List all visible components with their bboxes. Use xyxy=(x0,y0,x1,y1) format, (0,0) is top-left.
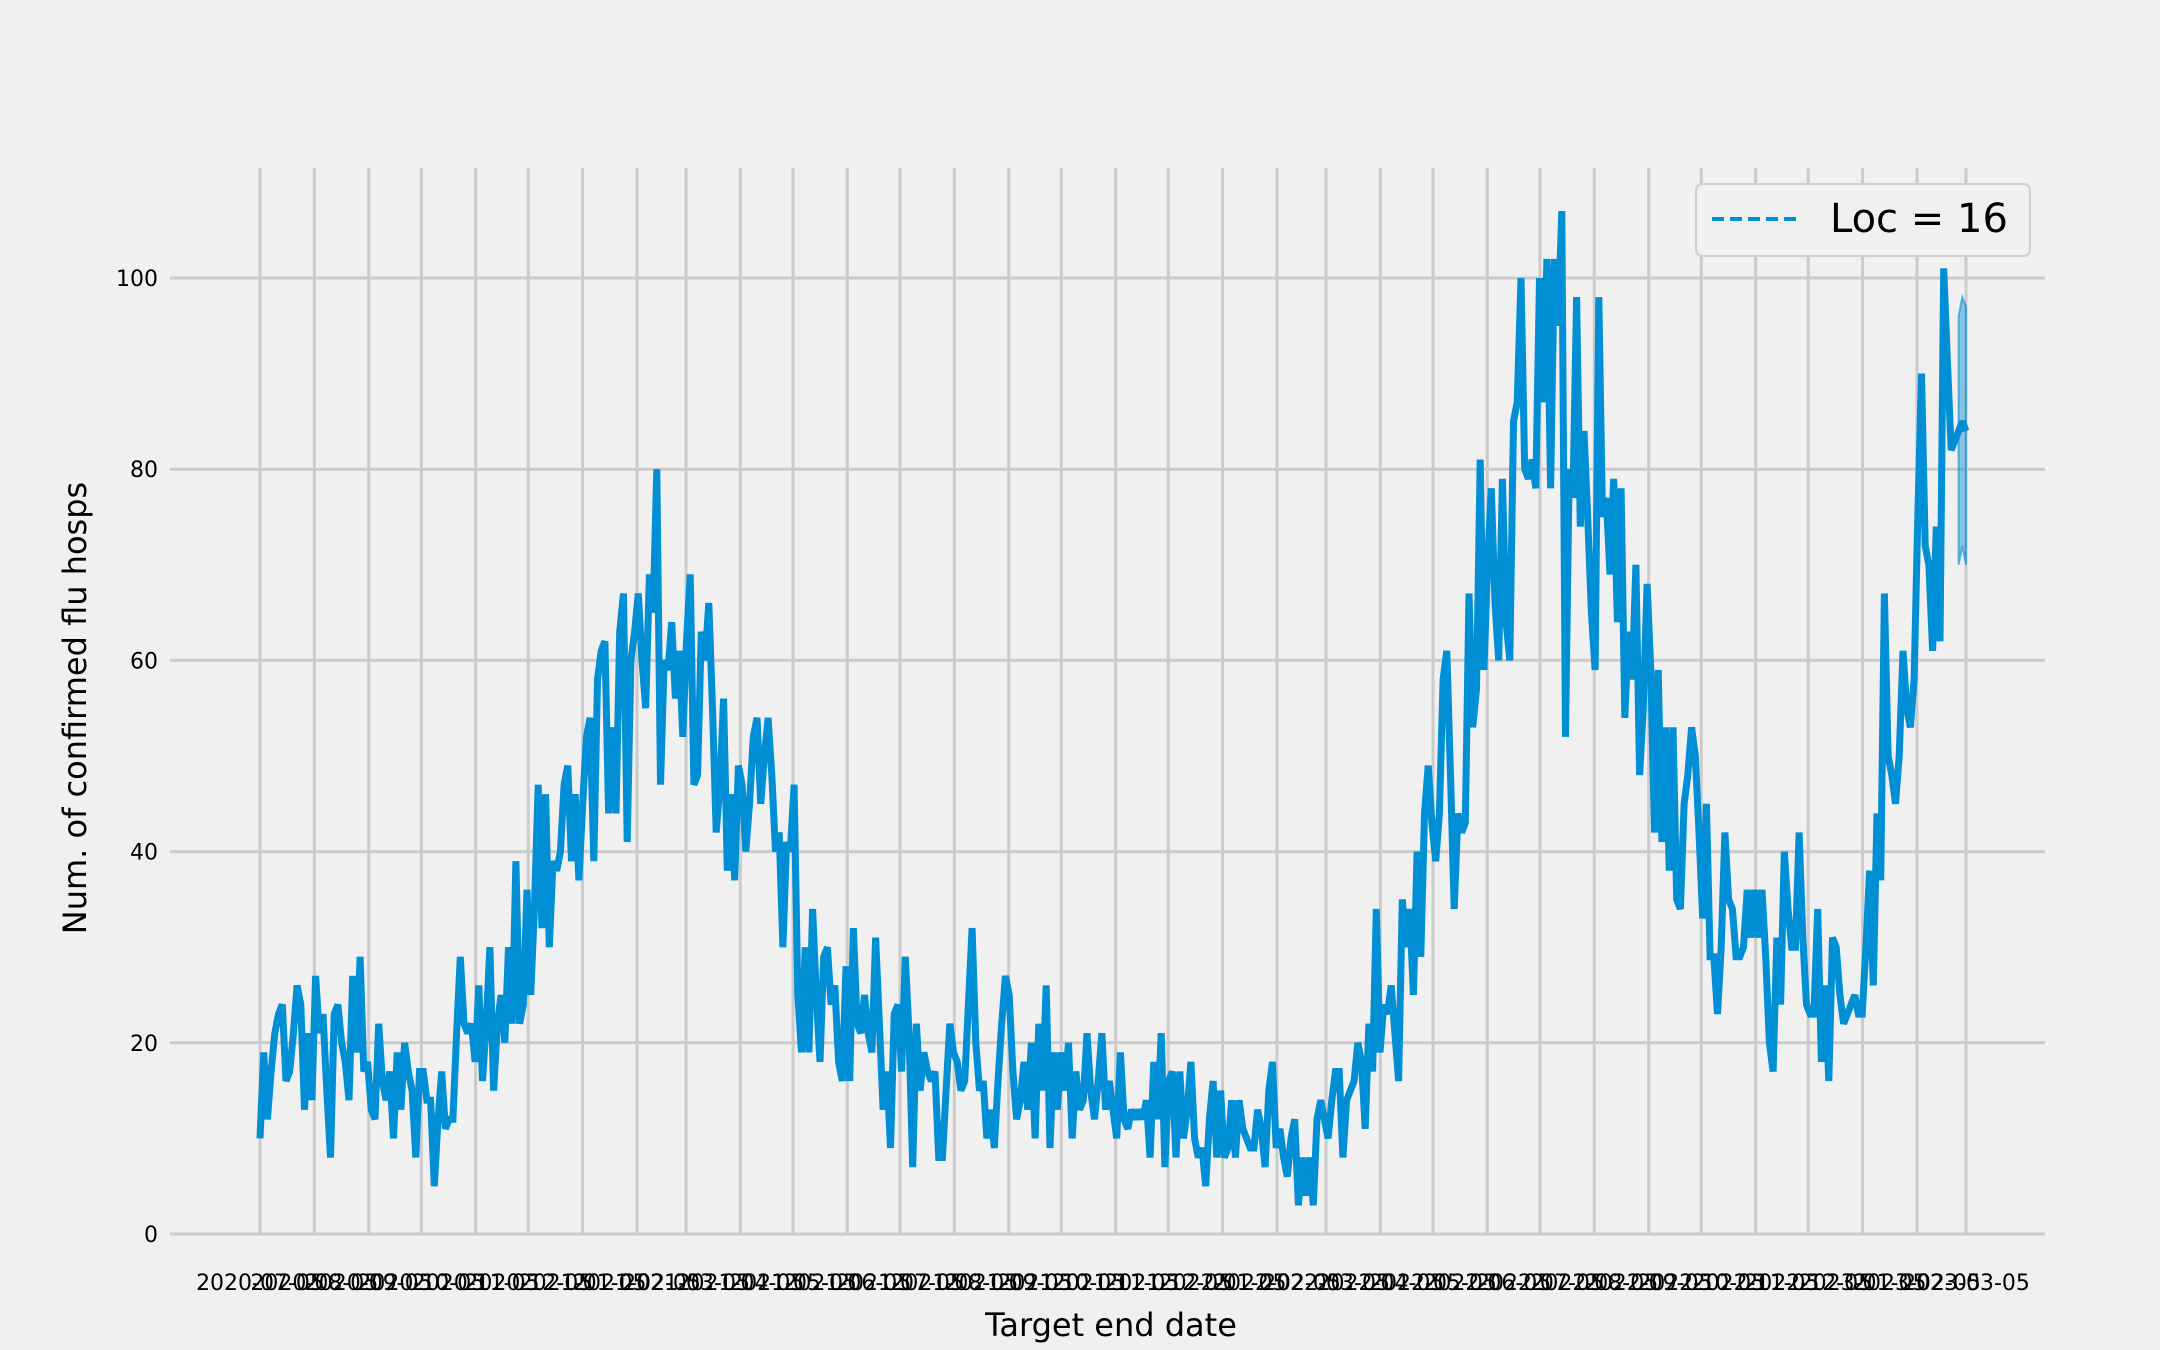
y-tick-label: 60 xyxy=(130,649,158,674)
legend: Loc = 16 xyxy=(1695,183,2031,257)
x-tick-label: 2023-03-05 xyxy=(1902,1271,2030,1296)
x-tick-label: 2022-02-05 xyxy=(1213,1271,1341,1296)
x-tick-label: 2022-01-05 xyxy=(1159,1271,1287,1296)
x-tick-label: 2021-03-05 xyxy=(622,1271,750,1296)
series-line xyxy=(256,210,1970,1206)
legend-box xyxy=(1695,183,2031,257)
x-tick-label: 2020-11-05 xyxy=(412,1271,540,1296)
x-tick-label: 2022-12-05 xyxy=(1744,1271,1872,1296)
x-tick-label: 2021-08-05 xyxy=(890,1271,1018,1296)
legend-label: Loc = 16 xyxy=(1830,196,2008,242)
x-tick-label: 2021-07-05 xyxy=(836,1271,964,1296)
x-tick-label: 2021-11-05 xyxy=(1052,1271,1180,1296)
grid xyxy=(170,168,2045,1236)
x-tick-label: 2020-12-05 xyxy=(464,1271,592,1296)
x-tick-label: 2020-09-05 xyxy=(305,1271,433,1296)
y-tick-label: 100 xyxy=(116,267,158,292)
x-tick-label: 2021-06-05 xyxy=(783,1271,911,1296)
x-tick-label: 2020-08-05 xyxy=(250,1271,378,1296)
x-tick-label: 2021-12-05 xyxy=(1104,1271,1232,1296)
x-tick-label: 2022-09-05 xyxy=(1585,1271,1713,1296)
x-tick-label: 2022-10-05 xyxy=(1637,1271,1765,1296)
y-axis-label: Num. of confirmed flu hosps xyxy=(56,482,94,934)
x-tick-label: 2020-10-05 xyxy=(357,1271,485,1296)
y-tick-label: 40 xyxy=(130,841,158,866)
x-tick-label: 2022-07-05 xyxy=(1476,1271,1604,1296)
x-axis-ticks: 2020-07-052020-08-052020-09-052020-10-05… xyxy=(196,1271,2030,1296)
x-tick-label: 2021-02-05 xyxy=(573,1271,701,1296)
series-layer xyxy=(256,210,1970,1206)
x-tick-label: 2022-11-05 xyxy=(1692,1271,1820,1296)
x-tick-label: 2023-02-05 xyxy=(1853,1271,1981,1296)
x-tick-label: 2021-10-05 xyxy=(997,1271,1125,1296)
y-tick-label: 80 xyxy=(130,458,158,483)
y-tick-label: 20 xyxy=(130,1032,158,1057)
x-tick-label: 2022-08-05 xyxy=(1530,1271,1658,1296)
x-tick-label: 2022-05-05 xyxy=(1369,1271,1497,1296)
x-tick-label: 2021-04-05 xyxy=(676,1271,804,1296)
x-tick-label: 2022-04-05 xyxy=(1316,1271,1444,1296)
x-tick-label: 2022-03-05 xyxy=(1262,1271,1390,1296)
x-tick-label: 2022-06-05 xyxy=(1423,1271,1551,1296)
x-tick-label: 2021-01-05 xyxy=(519,1271,647,1296)
x-tick-label: 2021-09-05 xyxy=(945,1271,1073,1296)
x-axis-label: Target end date xyxy=(984,1306,1237,1344)
x-tick-label: 2023-01-05 xyxy=(1799,1271,1927,1296)
y-axis-ticks: 0 20 40 60 80 100 xyxy=(116,267,158,1248)
x-tick-label: 2021-05-05 xyxy=(729,1271,857,1296)
y-tick-label: 0 xyxy=(144,1223,158,1248)
x-tick-label: 2020-07-05 xyxy=(196,1271,324,1296)
